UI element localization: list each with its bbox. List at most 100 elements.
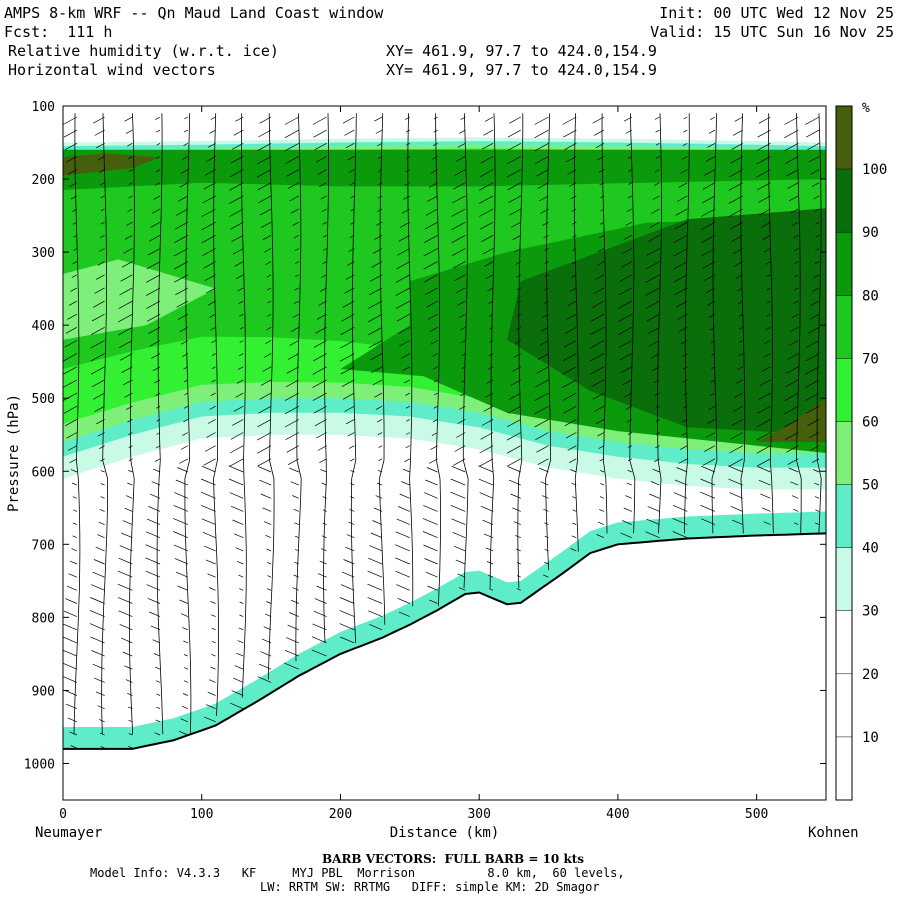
wind-barb-column <box>684 113 690 534</box>
wind-barb-flags <box>478 116 494 591</box>
colorbar-unit: % <box>862 101 870 116</box>
wind-barb-flags <box>311 116 327 657</box>
y-tick-label: 600 <box>32 465 55 480</box>
init-time: Init: 00 UTC Wed 12 Nov 25 <box>659 4 894 22</box>
rh-band-100-upper-left <box>63 153 161 176</box>
x-tick-label: 400 <box>606 807 629 822</box>
colorbar-swatch <box>836 295 852 359</box>
wind-barb-flags <box>700 116 716 525</box>
wind-barb-column <box>128 113 135 735</box>
forecast-hour: Fcst: 111 h <box>4 23 113 41</box>
colorbar-swatch <box>836 547 852 611</box>
rh-band-100-lower-right <box>756 398 826 442</box>
wind-barb-column <box>268 113 275 680</box>
chart-title: AMPS 8-km WRF -- Qn Maud Land Coast wind… <box>4 4 384 22</box>
wind-barb-column <box>711 113 718 534</box>
colorbar-label: 100 <box>862 162 887 178</box>
wind-barb-column <box>545 113 551 570</box>
wind-barb-flags <box>228 116 244 710</box>
rh-field <box>63 137 826 749</box>
wind-barb-flags <box>506 116 521 591</box>
y-tick-label: 700 <box>32 538 55 553</box>
colorbar-label: 70 <box>862 351 879 367</box>
wind-barb-column <box>435 113 442 607</box>
rh-band-90-100 <box>506 208 826 435</box>
wind-barb-flags <box>422 116 438 604</box>
plot-frame <box>62 105 827 801</box>
colorbar-label: 80 <box>862 288 879 304</box>
wind-barb-column <box>573 113 579 552</box>
wind-barb-column <box>489 113 496 589</box>
wind-barb-column <box>156 113 164 735</box>
x-axis-label: Distance (km) <box>390 825 500 841</box>
valid-time: Valid: 15 UTC Sun 16 Nov 25 <box>650 23 894 41</box>
x-tick-label: 500 <box>745 807 768 822</box>
wind-barb-flags <box>145 116 161 736</box>
y-tick-label: 800 <box>32 611 55 626</box>
colorbar-label: 90 <box>862 225 879 241</box>
wind-barb-flags <box>804 116 820 525</box>
colorbar-label: 20 <box>862 667 879 683</box>
rh-band-left-mid <box>63 259 216 340</box>
y-tick-label: 1000 <box>24 757 55 772</box>
wind-barb-flags <box>562 116 577 552</box>
wind-barb-flags <box>200 116 216 723</box>
wind-barb-flags <box>284 116 299 670</box>
wind-barb-column <box>213 113 219 717</box>
y-tick-label: 400 <box>32 319 55 334</box>
x-tick-label: 0 <box>59 807 67 822</box>
wind-barb-flags <box>727 116 743 525</box>
colorbar-swatch <box>836 106 852 170</box>
model-info-line-1: Model Info: V4.3.3 KF MYJ PBL Morrison 8… <box>90 866 625 880</box>
xy-line-1: XY= 461.9, 97.7 to 424.0,154.9 <box>386 42 657 60</box>
terrain-line <box>63 532 827 750</box>
wind-barb-flags <box>617 116 632 539</box>
colorbar-label: 10 <box>862 730 879 746</box>
wind-barb-column <box>657 113 662 534</box>
y-tick-label: 200 <box>32 173 55 188</box>
wind-barb-column <box>629 113 636 534</box>
wind-barb-flags <box>784 116 799 525</box>
y-tick-label: 100 <box>32 100 55 115</box>
x-tick-label: 100 <box>190 807 213 822</box>
x-tick-label: 200 <box>329 807 352 822</box>
wind-barb-flags <box>756 116 771 525</box>
x-end-label: Kohnen <box>808 825 859 841</box>
wind-barb-column <box>462 113 469 589</box>
wind-barb-flags <box>394 116 410 617</box>
wind-barb-flags <box>450 116 466 591</box>
barb-note: BARB VECTORS: FULL BARB = 10 kts <box>322 852 585 866</box>
field-label-rh: Relative humidity (w.r.t. ice) <box>8 42 279 60</box>
wind-barb-column <box>101 113 108 735</box>
field-label-wind: Horizontal wind vectors <box>8 61 216 79</box>
wind-barb-column <box>73 113 81 735</box>
colorbar-swatch <box>836 169 852 233</box>
wind-barb-column <box>323 113 330 643</box>
colorbar-swatch <box>836 736 852 800</box>
colorbar-swatch <box>836 232 852 296</box>
wind-barb-column <box>350 113 357 643</box>
xy-line-2: XY= 461.9, 97.7 to 424.0,154.9 <box>386 61 657 79</box>
wind-barb-column <box>184 113 192 735</box>
wind-barb-column <box>796 113 802 534</box>
wind-barb-column <box>378 113 386 625</box>
wind-barb-column <box>295 113 302 662</box>
wind-barb-flags <box>89 116 105 749</box>
colorbar-label: 60 <box>862 414 879 430</box>
wind-barb-column <box>816 113 822 534</box>
colorbar-swatch <box>836 421 852 485</box>
y-tick-label: 300 <box>32 246 55 261</box>
y-tick-label: 900 <box>32 684 55 699</box>
wind-barb-flags <box>339 116 355 644</box>
rh-band-80-90-upper <box>63 149 826 190</box>
rh-near-surface <box>63 511 826 749</box>
colorbar-label: 50 <box>862 478 879 494</box>
wind-barb-flags <box>645 116 660 539</box>
colorbar-label: 40 <box>862 541 879 557</box>
colorbar-swatch <box>836 610 852 674</box>
colorbar-label: 30 <box>862 604 879 620</box>
wind-barb-flags <box>117 116 133 749</box>
wind-barb-flags <box>367 116 383 631</box>
x-tick-label: 300 <box>467 807 490 822</box>
